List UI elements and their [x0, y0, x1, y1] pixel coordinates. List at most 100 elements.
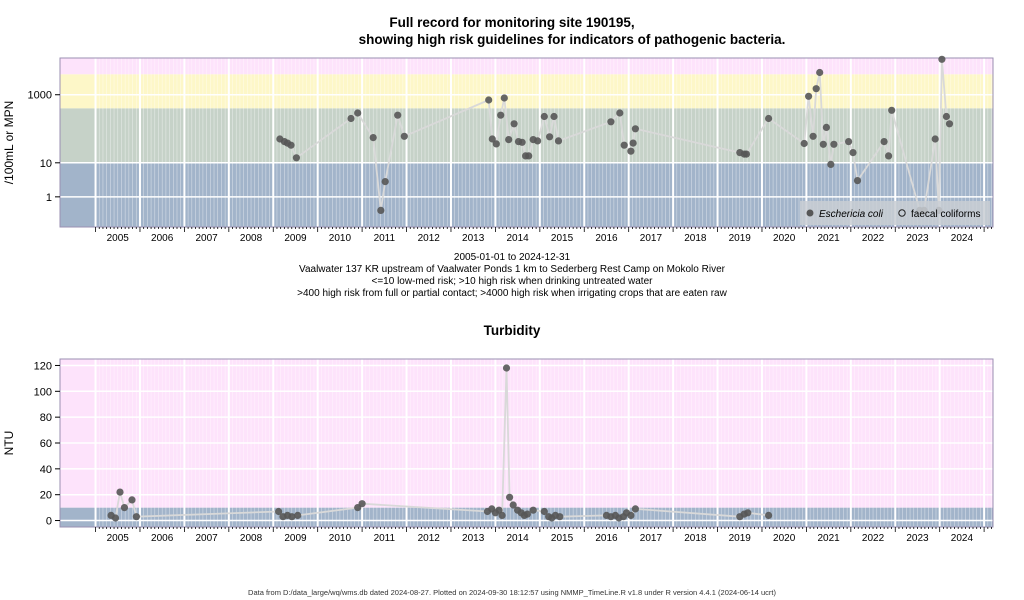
- ecoli-x-tick-label: 2007: [195, 233, 218, 244]
- ecoli-plot: 1 10 1000 2005 2006 2007 2008 2009 2010 2011 2012 2…: [2, 55, 994, 244]
- legend-marker-open: [898, 209, 906, 217]
- ecoli-x-tick-label: 2018: [684, 233, 707, 244]
- ecoli-data-point: [607, 118, 615, 126]
- legend-marker-filled: [806, 209, 814, 217]
- ecoli-data-point: [631, 125, 640, 133]
- turbidity-x-tick-label: 2006: [151, 533, 174, 544]
- ecoli-x-tick-label: 2005: [107, 233, 130, 244]
- ecoli-data-point: [853, 177, 862, 185]
- caption-guideline-contact: >400 high risk from full or partial cont…: [297, 288, 727, 299]
- turbidity-plot: 0 20 40 60 80 100 120 2005 2006 2007 2008 2009 2010 2…: [2, 358, 994, 544]
- turbidity-y-tick-label: 20: [40, 490, 52, 502]
- turbidity-data-point: [506, 493, 514, 501]
- ecoli-x-tick-label: 2014: [506, 233, 529, 244]
- ecoli-data-point: [347, 114, 355, 123]
- ecoli-y-axis-label: /100mL or MPN: [2, 101, 16, 185]
- ecoli-data-point: [845, 138, 853, 146]
- ecoli-x-tick-label: 2013: [462, 233, 485, 244]
- turbidity-data-point: [294, 511, 302, 519]
- ecoli-data-point: [942, 112, 951, 121]
- turbidity-x-tick-label: 2019: [729, 533, 752, 544]
- turbidity-y-tick-label: 40: [40, 464, 52, 476]
- ecoli-data-point: [485, 96, 493, 104]
- ecoli-data-point: [381, 178, 389, 186]
- turbidity-x-tick-label: 2021: [817, 533, 840, 544]
- turbidity-x-tick-label: 2016: [595, 533, 618, 544]
- turbidity-x-tick-label: 2017: [640, 533, 663, 544]
- turbidity-x-tick-label: 2010: [329, 533, 352, 544]
- turbidity-y-tick-label: 0: [46, 516, 52, 528]
- ecoli-x-tick-label: 2009: [284, 233, 307, 244]
- turbidity-x-tick-label: 2018: [684, 533, 707, 544]
- chart-title-line1: Full record for monitoring site 190195,: [389, 15, 635, 30]
- turbidity-y-tick-label: 60: [40, 438, 52, 450]
- ecoli-data-point: [497, 111, 505, 119]
- caption-date-range: 2005-01-01 to 2024-12-31: [453, 252, 571, 263]
- turbidity-data-point: [132, 513, 140, 521]
- turbidity-data-point: [627, 511, 635, 519]
- turbidity-data-point: [116, 488, 124, 496]
- ecoli-data-point: [620, 141, 628, 149]
- turbidity-x-tick-label: 2014: [506, 533, 529, 544]
- ecoli-data-point: [822, 123, 831, 131]
- turbidity-x-tick-label: 2005: [107, 533, 130, 544]
- ecoli-x-tick-label: 2019: [729, 233, 752, 244]
- ecoli-data-point: [369, 134, 377, 142]
- ecoli-data-point: [800, 139, 808, 148]
- ecoli-data-point: [394, 111, 402, 119]
- turbidity-x-tick-label: 2024: [951, 533, 974, 544]
- turbidity-data-point: [631, 505, 640, 513]
- turbidity-data-point: [502, 364, 511, 372]
- turbidity-data-point: [275, 507, 283, 516]
- turbidity-x-tick-label: 2023: [906, 533, 929, 544]
- turbidity-x-tick-label: 2011: [374, 533, 396, 544]
- caption-guideline-drinking: <=10 low-med risk; >10 high risk when dr…: [371, 276, 653, 287]
- ecoli-data-point: [888, 106, 896, 114]
- ecoli-data-point: [849, 149, 857, 157]
- ecoli-data-point: [616, 109, 624, 117]
- ecoli-x-tick-label: 2020: [773, 233, 796, 244]
- turbidity-x-tick-label: 2009: [284, 533, 307, 544]
- chart-title-line2: showing high risk guidelines for indicat…: [358, 32, 786, 47]
- turbidity-data-point: [495, 506, 503, 514]
- turbidity-data-point: [128, 496, 136, 504]
- ecoli-data-point: [510, 120, 518, 128]
- turbidity-data-point: [509, 501, 517, 509]
- turbidity-x-tick-label: 2020: [773, 533, 796, 544]
- ecoli-y-tick-label: 1: [46, 192, 52, 204]
- turbidity-x-tick-label: 2013: [462, 533, 485, 544]
- ecoli-x-tick-label: 2024: [951, 233, 974, 244]
- ecoli-y-tick-label: 1000: [28, 90, 52, 102]
- turbidity-y-tick-label: 120: [34, 360, 52, 372]
- ecoli-x-tick-label: 2012: [418, 233, 441, 244]
- ecoli-x-tick-label: 2023: [906, 233, 929, 244]
- turbidity-data-point: [529, 506, 537, 514]
- ecoli-data-point: [880, 138, 888, 146]
- ecoli-data-point: [765, 114, 773, 123]
- ecoli-x-tick-label: 2022: [862, 233, 885, 244]
- ecoli-x-tick-label: 2008: [240, 233, 263, 244]
- ecoli-data-point: [629, 139, 637, 147]
- ecoli-data-point: [540, 112, 548, 121]
- ecoli-frame: [59, 57, 994, 228]
- ecoli-x-tick-label: 2010: [329, 233, 352, 244]
- ecoli-data-point: [518, 138, 526, 146]
- ecoli-data-point: [500, 94, 508, 102]
- turbidity-data-point: [744, 509, 752, 517]
- caption-site: Vaalwater 137 KR upstream of Vaalwater P…: [299, 264, 725, 275]
- ecoli-data-point: [492, 140, 500, 148]
- legend-label: Eschericia coli: [819, 209, 884, 220]
- ecoli-x-tick-label: 2021: [817, 233, 840, 244]
- ecoli-x-tick-label: 2016: [595, 233, 618, 244]
- ecoli-data-point: [809, 132, 817, 140]
- ecoli-y-tick-label: 10: [40, 158, 52, 170]
- ecoli-data-point: [931, 135, 939, 143]
- ecoli-data-point: [742, 150, 751, 158]
- ecoli-data-point: [627, 147, 635, 155]
- ecoli-data-point: [354, 109, 362, 117]
- ecoli-x-tick-label: 2011: [374, 233, 396, 244]
- turbidity-x-tick-label: 2022: [862, 533, 885, 544]
- ecoli-data-point: [550, 112, 558, 121]
- ecoli-data-point: [488, 135, 496, 143]
